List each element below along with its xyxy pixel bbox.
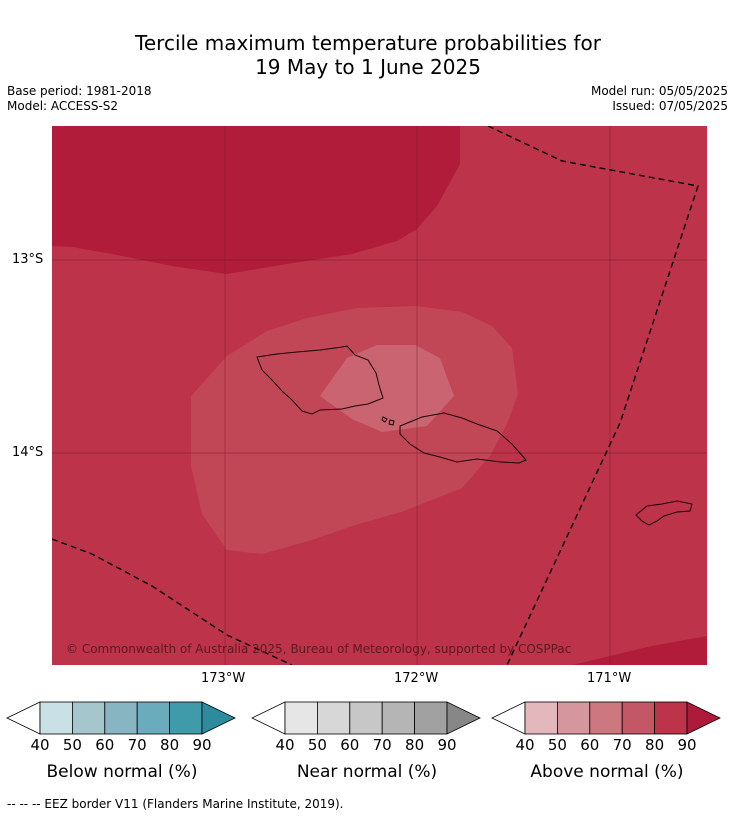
eez-borders	[52, 126, 699, 665]
cb-tick: 40	[275, 736, 295, 754]
cb-tick: 80	[405, 736, 425, 754]
colorbar-segment	[654, 701, 688, 735]
island-upolu	[399, 412, 527, 464]
colorbar-segment	[72, 701, 106, 735]
cb-tick: 40	[30, 736, 50, 754]
coastlines	[256, 345, 693, 526]
base-period: Base period: 1981-2018	[7, 84, 152, 98]
colorbar-segment	[39, 701, 73, 735]
colorbar-segment	[104, 701, 138, 735]
chart-title: Tercile maximum temperature probabilitie…	[0, 31, 736, 79]
cb-tick: 90	[437, 736, 457, 754]
legend-title-near-normal: Near normal (%)	[296, 762, 438, 782]
cb-tick: 50	[547, 736, 567, 754]
cb-tick: 70	[612, 736, 632, 754]
cb-tick: 80	[645, 736, 665, 754]
eez-border-northeast	[487, 126, 699, 665]
colorbar-segment	[284, 701, 318, 735]
cb-tick: 50	[307, 736, 327, 754]
colorbar-segment	[349, 701, 383, 735]
colorbar-segment	[621, 701, 655, 735]
colorbar-segment	[524, 701, 558, 735]
lon-label-173w: 173°W	[201, 671, 246, 686]
cb-tick: 50	[62, 736, 82, 754]
colorbar-extension-low	[6, 701, 41, 735]
legend-title-below-normal: Below normal (%)	[46, 762, 198, 782]
lon-label-171w: 171°W	[587, 671, 632, 686]
cb-tick: 70	[127, 736, 147, 754]
cb-tick: 60	[580, 736, 600, 754]
lon-label-172w: 172°W	[394, 671, 439, 686]
cb-tick: 40	[515, 736, 535, 754]
colorbar-above-normal	[491, 701, 721, 735]
colorbar-extension-high	[446, 701, 481, 735]
island-tutuila	[635, 500, 693, 526]
colorbar-below-normal	[6, 701, 236, 735]
colorbar-segment	[317, 701, 351, 735]
colorbar-segment	[169, 701, 203, 735]
eez-footnote: -- -- -- EEZ border V11 (Flanders Marine…	[7, 797, 344, 811]
colorbar-segment	[589, 701, 623, 735]
title-line-2: 19 May to 1 June 2025	[255, 55, 481, 79]
meta-left: Base period: 1981-2018 Model: ACCESS-S2	[7, 84, 152, 114]
colorbar-extension-low	[491, 701, 526, 735]
high-probability-zone-bottom-right	[572, 636, 707, 665]
island-savaii	[256, 345, 384, 415]
cb-tick: 90	[192, 736, 212, 754]
colorbar-segment	[381, 701, 415, 735]
title-line-1: Tercile maximum temperature probabilitie…	[135, 31, 601, 55]
island-manono	[381, 416, 388, 423]
eez-border-southwest	[52, 538, 293, 665]
cb-tick: 60	[95, 736, 115, 754]
cb-tick: 80	[160, 736, 180, 754]
meta-right: Model run: 05/05/2025 Issued: 07/05/2025	[591, 84, 728, 114]
cb-tick: 90	[677, 736, 697, 754]
legend-title-above-normal: Above normal (%)	[530, 762, 684, 782]
map-panel: © Commonwealth of Australia 2025, Bureau…	[52, 126, 707, 665]
colorbar-segment	[414, 701, 448, 735]
island-apolima	[388, 419, 395, 426]
colorbar-segment	[136, 701, 170, 735]
cb-tick: 60	[340, 736, 360, 754]
model-run: Model run: 05/05/2025	[590, 84, 728, 98]
colorbar-segment	[557, 701, 591, 735]
model-name: Model: ACCESS-S2	[7, 99, 119, 113]
lat-label-14s: 14°S	[12, 445, 44, 460]
colorbar-extension-low	[251, 701, 286, 735]
colorbar-extension-high	[201, 701, 236, 735]
high-probability-zone-top	[52, 126, 460, 274]
graticule	[52, 126, 707, 665]
colorbar-near-normal	[251, 701, 481, 735]
lat-label-13s: 13°S	[12, 252, 44, 267]
issued-date: Issued: 07/05/2025	[612, 99, 728, 113]
lower-probability-zone	[320, 345, 454, 432]
cb-tick: 70	[372, 736, 392, 754]
colorbar-extension-high	[686, 701, 721, 735]
copyright-text: © Commonwealth of Australia 2025, Bureau…	[66, 642, 571, 656]
